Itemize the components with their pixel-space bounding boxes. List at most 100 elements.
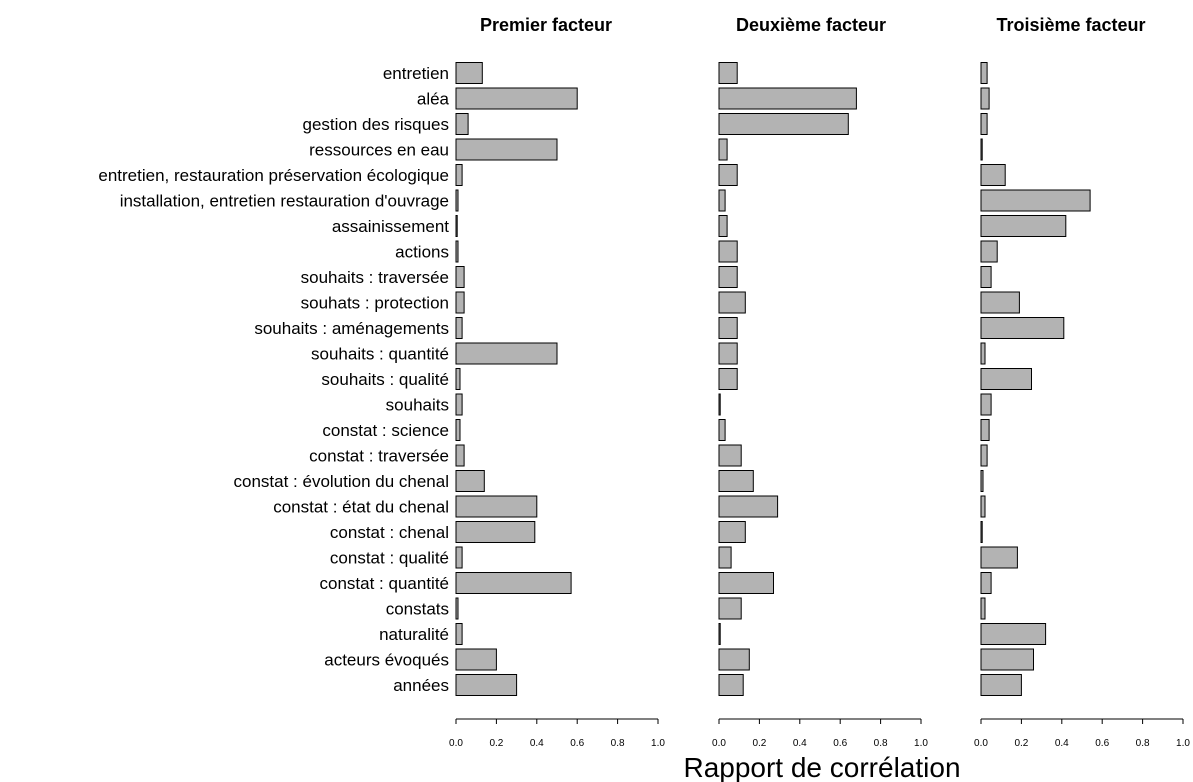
x-tick-label: 0.2 (752, 738, 766, 749)
x-tick-label: 0.2 (489, 738, 503, 749)
category-label: actions (395, 243, 449, 262)
bar (718, 113, 849, 135)
x-tick-label: 0.4 (1055, 738, 1069, 749)
x-tick-label: 0.6 (833, 738, 847, 749)
bar (455, 164, 463, 186)
bar (980, 138, 983, 161)
bar (455, 674, 518, 696)
x-tick-label: 0.0 (974, 738, 988, 749)
panel-title: Premier facteur (480, 15, 612, 35)
category-label: aléa (417, 90, 450, 109)
bar (718, 138, 728, 161)
category-label: acteurs évoqués (324, 651, 449, 670)
category-label: assainissement (332, 217, 449, 236)
category-label: constats (386, 600, 449, 619)
x-tick-label: 1.0 (651, 738, 665, 749)
bar (980, 623, 1047, 645)
bar (455, 189, 459, 212)
category-label: souhaits : aménagements (254, 319, 449, 338)
bar (980, 419, 990, 441)
bar (980, 393, 992, 416)
bar (980, 444, 988, 467)
bar (455, 572, 572, 594)
bar (980, 113, 988, 135)
category-label: constat : chenal (330, 523, 449, 542)
x-tick-label: 0.0 (449, 738, 463, 749)
bar (455, 597, 459, 620)
bar (980, 87, 990, 110)
x-tick-label: 0.4 (530, 738, 544, 749)
x-tick-label: 0.6 (1095, 738, 1109, 749)
bar (718, 87, 857, 110)
bar (455, 393, 463, 416)
bar (455, 444, 465, 467)
category-label: souhats : protection (301, 294, 449, 313)
panel: Deuxième facteur 0.0 0.2 0.4 0.6 0.8 1.0 (712, 15, 928, 749)
x-tick-label: 0.6 (570, 738, 584, 749)
bar (455, 291, 465, 314)
bar (980, 164, 1006, 186)
bar (455, 419, 461, 441)
x-axis-label: Rapport de corrélation (683, 752, 960, 782)
bar (718, 189, 726, 212)
bar (718, 266, 738, 288)
bar (718, 495, 779, 518)
bar (455, 648, 497, 671)
x-tick-label: 0.8 (1136, 738, 1150, 749)
bar (718, 546, 732, 569)
bar (455, 240, 459, 263)
category-label: naturalité (379, 625, 449, 644)
bar (718, 164, 738, 186)
category-label: constat : quantité (320, 574, 449, 593)
bar (980, 240, 998, 263)
bar (455, 113, 469, 135)
panel: Troisième facteur 0.0 0.2 0.4 0.6 0.8 1.0 (974, 15, 1190, 749)
bar (718, 342, 738, 365)
bar (718, 572, 774, 594)
category-label: constat : évolution du chenal (234, 472, 449, 491)
panel: Premier facteur 0.0 0.2 0.4 0.6 0.8 1.0 (449, 15, 665, 749)
bar (455, 62, 483, 84)
bar (718, 674, 744, 696)
bar (718, 597, 742, 620)
bar (980, 521, 983, 543)
category-labels: entretien aléa gestion des risques ressourc… (98, 64, 449, 695)
category-label: entretien, restauration préservation éco… (98, 166, 449, 185)
bar (718, 215, 728, 237)
bar (980, 674, 1022, 696)
bar (718, 393, 721, 416)
bar (455, 317, 463, 339)
bar (980, 572, 992, 594)
bar (980, 495, 986, 518)
bar (980, 62, 988, 84)
bar (980, 546, 1018, 569)
category-label: constat : qualité (330, 549, 449, 568)
category-label: installation, entretien restauration d'o… (120, 192, 449, 211)
bar (718, 291, 746, 314)
bar (980, 266, 992, 288)
category-label: souhaits : qualité (321, 370, 449, 389)
x-tick-label: 0.8 (611, 738, 625, 749)
category-label: ressources en eau (309, 141, 449, 160)
bar (718, 648, 750, 671)
bar (718, 240, 738, 263)
bar (455, 470, 485, 492)
x-tick-label: 0.0 (712, 738, 726, 749)
category-label: souhaits (386, 396, 449, 415)
bar (455, 368, 461, 390)
bar (718, 470, 754, 492)
bar (980, 470, 984, 492)
bar (980, 317, 1065, 339)
bar (455, 623, 463, 645)
category-label: souhaits : quantité (311, 345, 449, 364)
bar (980, 342, 986, 365)
bar (980, 597, 986, 620)
x-tick-label: 0.2 (1014, 738, 1028, 749)
bar (455, 215, 458, 237)
bar (980, 189, 1091, 212)
category-label: constat : science (322, 421, 449, 440)
bar (718, 419, 726, 441)
bar (718, 623, 721, 645)
